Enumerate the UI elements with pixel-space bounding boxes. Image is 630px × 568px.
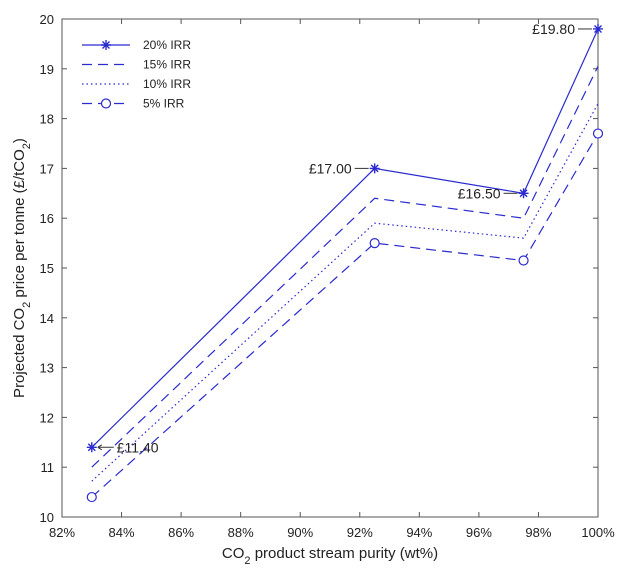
x-tick-label: 86% — [168, 525, 194, 540]
series-15-irr — [91, 66, 599, 468]
data-point-circle-marker — [592, 128, 604, 139]
legend-label: 10% IRR — [143, 77, 191, 91]
legend-label: 5% IRR — [143, 97, 185, 111]
series-line — [91, 28, 599, 448]
x-tick-label: 84% — [109, 525, 135, 540]
x-tick-label: 82% — [49, 525, 75, 540]
data-point-star-marker — [518, 188, 529, 199]
data-point-star-marker — [369, 163, 380, 174]
legend-entry: 15% IRR — [82, 58, 191, 72]
x-tick-label: 100% — [581, 525, 615, 540]
data-point-circle-marker — [518, 255, 529, 266]
series-line — [91, 133, 599, 498]
y-tick-label: 10 — [40, 510, 54, 525]
annotation-label: £16.50 — [458, 185, 501, 201]
y-tick-label: 12 — [40, 410, 54, 425]
x-tick-label: 96% — [466, 525, 492, 540]
data-point-star-marker — [86, 442, 97, 453]
legend-circle-marker — [100, 98, 112, 109]
y-tick-label: 15 — [40, 261, 54, 276]
legend-entry: 10% IRR — [82, 77, 191, 91]
legend-entry: 20% IRR — [82, 38, 191, 52]
x-tick-label: 90% — [287, 525, 313, 540]
series-20-irr — [86, 23, 603, 453]
annotation-label: £17.00 — [309, 160, 352, 176]
annotation-label: £11.40 — [117, 439, 159, 455]
legend-label: 20% IRR — [143, 38, 191, 52]
legend-entry: 5% IRR — [82, 97, 185, 111]
data-point-circle-marker — [86, 491, 97, 503]
y-tick-label: 11 — [41, 460, 55, 475]
legend-star-marker — [101, 40, 111, 50]
x-tick-label: 88% — [228, 525, 254, 540]
y-tick-label: 19 — [40, 62, 54, 77]
y-tick-label: 20 — [40, 12, 54, 27]
series-5-irr — [86, 128, 604, 503]
x-tick-label: 92% — [347, 525, 373, 540]
data-point-circle-marker — [369, 238, 380, 249]
x-axis-label: CO2 product stream purity (wt%) — [222, 545, 438, 567]
y-tick-label: 17 — [40, 161, 54, 176]
y-tick-label: 13 — [40, 361, 54, 376]
y-tick-label: 16 — [40, 211, 54, 226]
x-tick-label: 98% — [525, 525, 551, 540]
x-tick-label: 94% — [406, 525, 432, 540]
y-tick-label: 18 — [40, 112, 54, 127]
y-axis-label: Projected CO2 price per tonne (£/tCO2) — [11, 138, 33, 398]
y-tick-label: 14 — [40, 311, 54, 326]
annotation-arrow — [97, 444, 114, 451]
data-point-star-marker — [593, 23, 603, 34]
legend-label: 15% IRR — [143, 58, 191, 72]
series-line — [91, 66, 599, 468]
annotation-label: £19.80 — [532, 21, 575, 37]
